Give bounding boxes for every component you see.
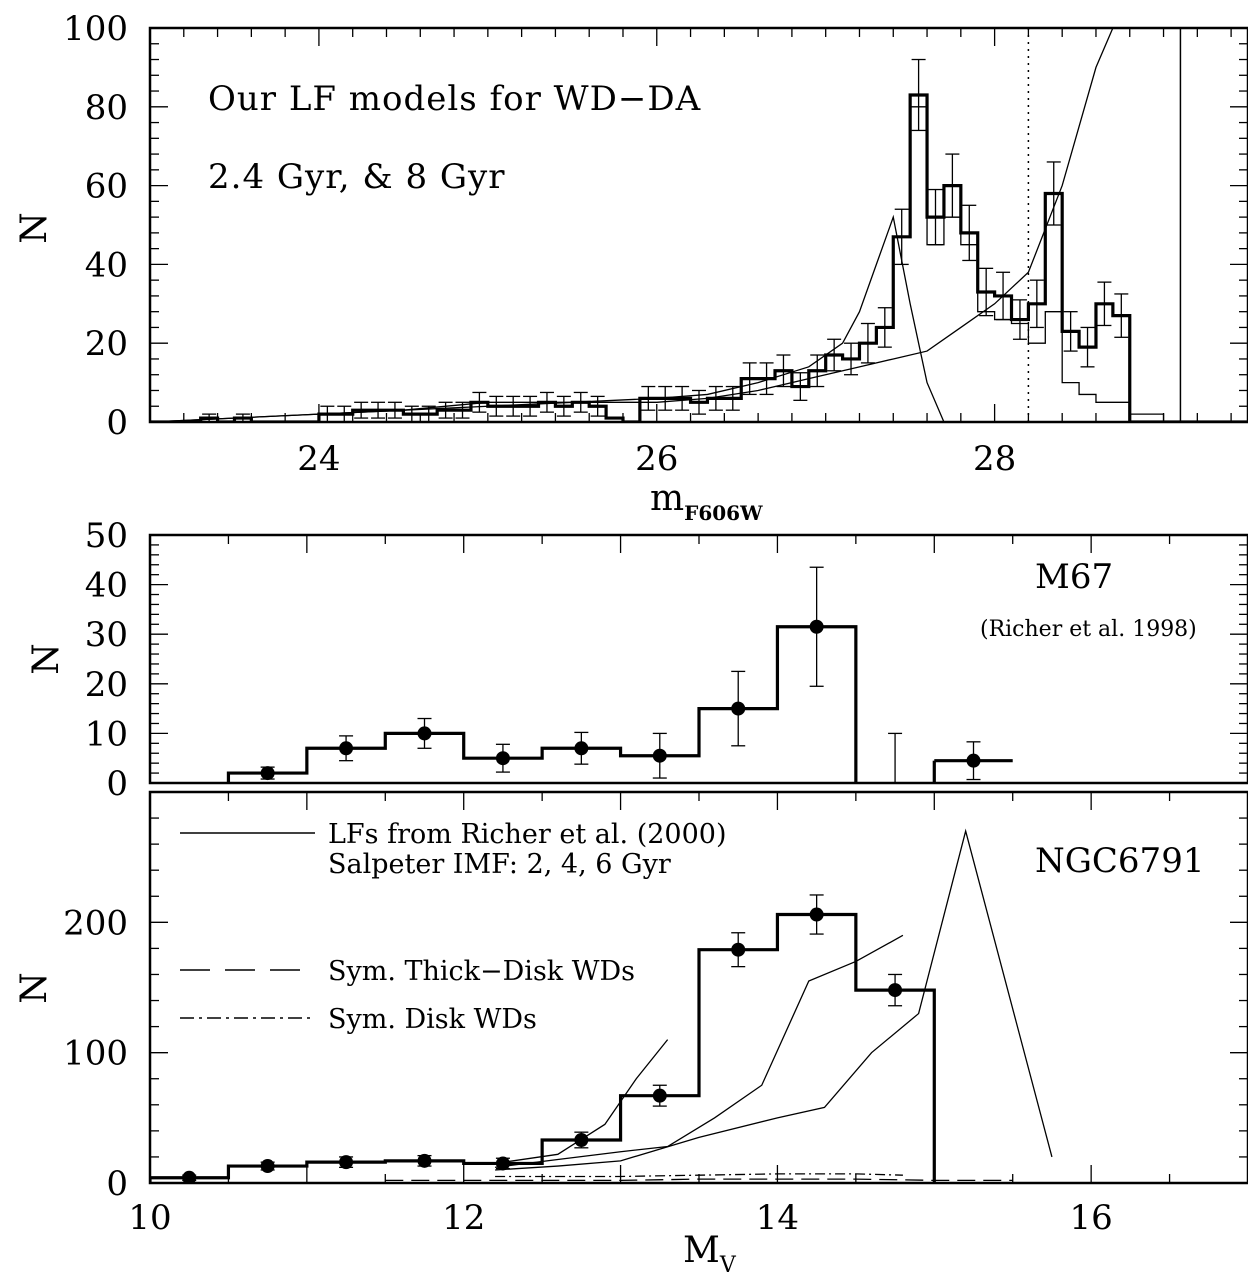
- x-axis-label: mF606W: [650, 478, 763, 525]
- y-tick-label: 0: [106, 764, 128, 804]
- cluster-label-ngc6791: NGC6791: [1035, 841, 1204, 881]
- data-point: [652, 748, 667, 763]
- middle-panel: 0 10 20 30 40 50 M67 (Richer et al. 1998) N: [26, 516, 1248, 804]
- ngc6791-histogram: [150, 912, 936, 1183]
- y-tick-label: 200: [63, 903, 128, 943]
- y-tick-label: 30: [85, 615, 128, 655]
- y-axis-label: N: [14, 212, 55, 244]
- legend-label-salpeter: Salpeter IMF: 2, 4, 6 Gyr: [328, 849, 671, 880]
- data-point: [809, 619, 824, 634]
- data-point: [182, 1170, 197, 1183]
- y-tick-label: 20: [85, 665, 128, 705]
- data-point: [731, 701, 746, 716]
- m67-histogram: [226, 625, 858, 783]
- legend-label-disk: Sym. Disk WDs: [328, 1004, 537, 1035]
- data-point: [417, 726, 432, 741]
- data-point: [417, 1153, 432, 1168]
- y-axis-label: N: [26, 643, 67, 675]
- data-point: [495, 751, 510, 766]
- bottom-panel: 10 12 14 16 0 100 200 LFs from Richer et al. (2…: [14, 790, 1248, 1277]
- y-axis-label: N: [14, 972, 55, 1004]
- plot-frame: [148, 26, 1248, 424]
- x-tick-label: 24: [297, 439, 340, 479]
- model-curve: [495, 934, 904, 1169]
- thin-histogram: [150, 106, 1248, 422]
- x-tick-label: 16: [1070, 1198, 1113, 1238]
- data-point: [574, 1132, 589, 1147]
- legend-label-thick-disk: Sym. Thick−Disk WDs: [328, 956, 635, 987]
- cluster-label-m67: M67: [1035, 557, 1113, 597]
- annotation-title: Our LF models for WD−DA: [208, 79, 701, 119]
- x-tick-label: 26: [635, 439, 678, 479]
- x-tick-label: 28: [973, 439, 1016, 479]
- y-tick-label: 20: [85, 324, 128, 364]
- data-point: [731, 942, 746, 957]
- citation-label: (Richer et al. 1998): [980, 617, 1197, 642]
- y-tick-label: 100: [63, 9, 128, 49]
- plot-area: [150, 28, 1248, 422]
- y-tick-label: 50: [85, 516, 128, 556]
- plot-frame: [148, 790, 1248, 1185]
- model-curve: [495, 828, 1053, 1171]
- y-tick-label: 60: [85, 167, 128, 207]
- data-point: [260, 766, 275, 781]
- plot-frame: [148, 533, 1248, 785]
- data-point: [260, 1159, 275, 1174]
- y-tick-label: 0: [106, 403, 128, 443]
- data-point: [652, 1088, 667, 1103]
- x-tick-label: 10: [128, 1198, 171, 1238]
- thick-histogram: [150, 93, 1248, 422]
- model-curve: [494, 1039, 669, 1165]
- data-point: [966, 753, 981, 768]
- disk-curve: [495, 1173, 903, 1178]
- y-tick-label: 80: [85, 88, 128, 128]
- y-tick-label: 40: [85, 245, 128, 285]
- model-curve: [150, 214, 945, 422]
- data-point: [495, 1156, 510, 1171]
- y-tick-label: 10: [85, 714, 128, 754]
- data-point: [339, 1155, 354, 1170]
- x-tick-label: 14: [756, 1198, 799, 1238]
- y-tick-label: 40: [85, 566, 128, 606]
- model-curve: [150, 28, 1114, 422]
- data-point: [809, 907, 824, 922]
- legend-label-richer: LFs from Richer et al. (2000): [328, 819, 726, 850]
- top-panel: 24 26 28 0 20 40 60 80 100 Our LF models for WD−D…: [14, 9, 1248, 525]
- data-point: [339, 741, 354, 756]
- y-tick-label: 100: [63, 1034, 128, 1074]
- annotation-ages: 2.4 Gyr, & 8 Gyr: [208, 157, 506, 197]
- y-tick-label: 0: [106, 1164, 128, 1204]
- x-axis-label: MV: [683, 1230, 737, 1277]
- thick-disk-curve: [385, 1178, 1013, 1182]
- data-point: [888, 983, 903, 998]
- data-point: [574, 741, 589, 756]
- plot-area: [150, 828, 1053, 1183]
- x-tick-label: 12: [442, 1198, 485, 1238]
